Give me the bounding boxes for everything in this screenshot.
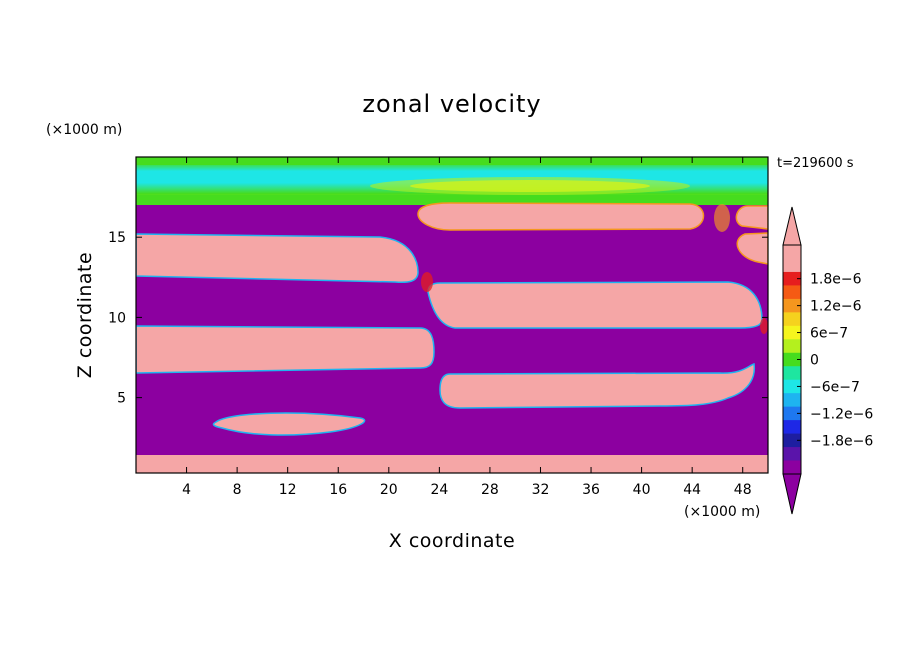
time-label: t=219600 s bbox=[777, 156, 854, 171]
y-tick-label-2: 15 bbox=[108, 230, 126, 246]
colorbar-segment-0 bbox=[783, 245, 801, 259]
saddle-right-edge bbox=[760, 318, 768, 334]
saddle-right-top bbox=[714, 204, 730, 232]
colorbar-tick-label-3: 0 bbox=[810, 353, 819, 369]
colorbar-segment-1 bbox=[783, 258, 801, 273]
x-tick-label-5: 24 bbox=[430, 482, 448, 498]
x-tick-label-11: 48 bbox=[734, 482, 752, 498]
plot-frame bbox=[135, 156, 769, 474]
x-tick-label-4: 20 bbox=[380, 482, 398, 498]
y-tick-label-1: 10 bbox=[108, 310, 126, 326]
colorbar-segment-14 bbox=[783, 433, 801, 448]
x-axis-label: X coordinate bbox=[389, 530, 515, 552]
colorbar-segment-16 bbox=[783, 460, 801, 475]
colorbar-segment-15 bbox=[783, 447, 801, 462]
plot-area bbox=[136, 157, 768, 473]
y-axis-unit: (×1000 m) bbox=[46, 122, 122, 138]
colorbar-under-arrow bbox=[782, 473, 802, 515]
colorbar-segment-13 bbox=[783, 420, 801, 435]
chart-title: zonal velocity bbox=[362, 90, 541, 118]
y-axis-ticks: 5 10 15 bbox=[108, 230, 768, 407]
x-tick-label-9: 40 bbox=[633, 482, 651, 498]
y-axis-label: Z coordinate bbox=[74, 252, 96, 378]
colorbar-segment-10 bbox=[783, 379, 801, 394]
x-tick-label-0: 4 bbox=[182, 482, 191, 498]
colorbar-segment-3 bbox=[783, 285, 801, 300]
colorbar-segment-5 bbox=[783, 312, 801, 327]
colorbar-tick-label-5: −1.2e−6 bbox=[810, 406, 873, 422]
colorbar-tick-label-1: 1.2e−6 bbox=[810, 299, 862, 315]
blob-mid-lower bbox=[439, 363, 756, 409]
colorbar-segment-6 bbox=[783, 325, 801, 340]
blob-left-middle bbox=[136, 325, 435, 374]
bottom-strip bbox=[136, 455, 768, 473]
colorbar-segment-8 bbox=[783, 352, 801, 367]
blob-lower-small bbox=[212, 412, 366, 436]
colorbar-tick-label-6: −1.8e−6 bbox=[810, 433, 873, 449]
upper-band-green-lip bbox=[136, 195, 768, 205]
colorbar-segment-9 bbox=[783, 366, 801, 381]
colorbar-segment-7 bbox=[783, 339, 801, 354]
x-axis-ticks: 4 8 12 16 20 24 28 32 36 40 44 48 bbox=[182, 157, 752, 498]
colorbar-segment-12 bbox=[783, 406, 801, 421]
x-axis-unit: (×1000 m) bbox=[684, 504, 760, 520]
blob-corner-right-low bbox=[736, 232, 768, 265]
x-tick-label-10: 44 bbox=[683, 482, 701, 498]
colorbar-over-arrow bbox=[782, 206, 802, 246]
x-tick-label-7: 32 bbox=[532, 482, 550, 498]
colorbar-segment-2 bbox=[783, 271, 801, 286]
upper-band-top bbox=[136, 157, 768, 165]
colorbar-tick-label-2: 6e−7 bbox=[810, 326, 848, 342]
colorbar-segment-4 bbox=[783, 298, 801, 313]
blob-left-upper bbox=[136, 233, 419, 284]
x-tick-label-6: 28 bbox=[481, 482, 499, 498]
x-tick-label-1: 8 bbox=[233, 482, 242, 498]
colorbar-tick-label-0: 1.8e−6 bbox=[810, 272, 862, 288]
blob-mid-right bbox=[427, 281, 763, 329]
colorbar: 1.8e−6 1.2e−6 6e−7 0 −6e−7 −1.2e−6 −1.8e−6 bbox=[782, 206, 873, 515]
blob-corner-right bbox=[735, 205, 768, 230]
blob-upper-right bbox=[417, 202, 705, 231]
x-tick-label-2: 12 bbox=[279, 482, 297, 498]
upper-band-green-core bbox=[370, 177, 690, 195]
x-tick-label-3: 16 bbox=[329, 482, 347, 498]
colorbar-tick-label-4: −6e−7 bbox=[810, 379, 860, 395]
x-tick-label-8: 36 bbox=[582, 482, 600, 498]
colorbar-segment-11 bbox=[783, 393, 801, 408]
y-tick-label-0: 5 bbox=[117, 391, 126, 407]
saddle-left bbox=[421, 272, 433, 292]
